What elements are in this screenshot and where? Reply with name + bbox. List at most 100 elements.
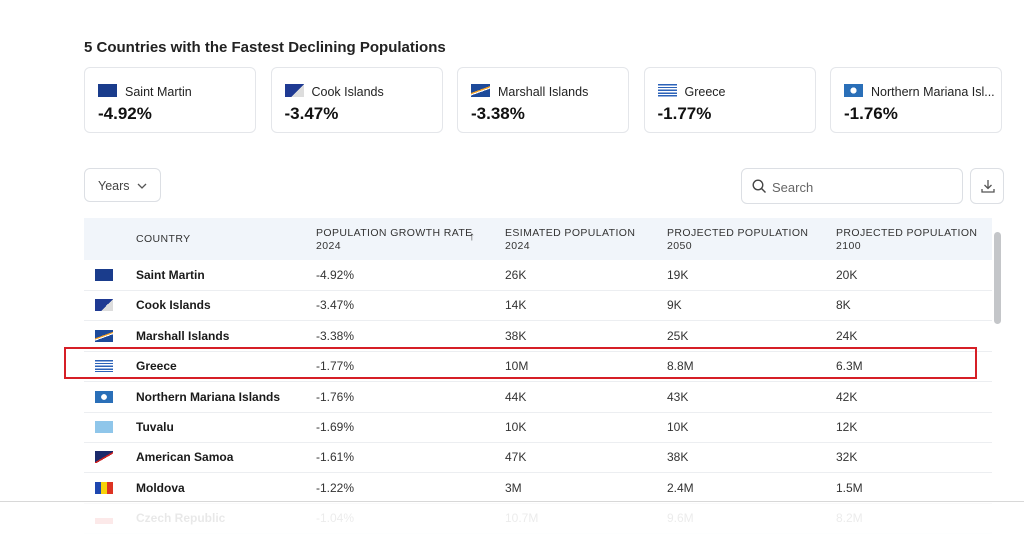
- row-flag: [95, 360, 113, 373]
- cell: -1.77%: [316, 359, 355, 374]
- cell: 24K: [836, 328, 858, 343]
- cell: 42K: [836, 389, 858, 404]
- table-header: COUNTRY POPULATION GROWTH RATE 2024 ESIMATE…: [84, 218, 992, 260]
- cell: 20K: [836, 268, 858, 282]
- country-name: Moldova: [136, 480, 185, 495]
- cell: 1.5M: [836, 480, 863, 495]
- country-name: Saint Martin: [136, 268, 205, 282]
- column-header: POPULATION GROWTH RATE 2024: [316, 227, 473, 253]
- cell: 12K: [836, 420, 858, 434]
- scrollbar-thumb[interactable]: [994, 232, 1001, 324]
- table-row[interactable]: Greece -1.77% 10M 8.8M 6.3M: [84, 351, 992, 383]
- card-flag: [844, 84, 863, 97]
- search-box[interactable]: Search: [741, 168, 963, 204]
- card-value: -4.92%: [98, 104, 152, 123]
- cell: 38K: [667, 450, 689, 465]
- table-row[interactable]: American Samoa -1.61% 47K 38K 32K: [84, 442, 992, 474]
- cell: 10K: [505, 420, 527, 434]
- card-flag: [471, 84, 490, 97]
- table-row[interactable]: Northern Mariana Islands -1.76% 44K 43K 42K: [84, 382, 992, 413]
- column-header: ESIMATED POPULATION 2024: [505, 227, 635, 253]
- card-country: Greece: [684, 85, 726, 99]
- header-line: 2024: [505, 240, 530, 252]
- header-line: PROJECTED POPULATION: [667, 227, 809, 239]
- card-value: -3.38%: [471, 104, 525, 123]
- cell: 2.4M: [667, 480, 694, 495]
- card-value: -3.47%: [284, 104, 339, 123]
- card-flag: [284, 84, 304, 97]
- country-name: American Samoa: [136, 450, 234, 465]
- row-flag: [95, 299, 113, 312]
- cell: -1.76%: [316, 389, 355, 404]
- cell: -1.69%: [316, 420, 355, 434]
- cell: 43K: [667, 389, 689, 404]
- cell: 8.8M: [667, 359, 694, 374]
- filter-label: Years: [98, 179, 130, 193]
- header-line: 2024: [316, 240, 341, 252]
- stat-card: Cook Islands -3.47%: [270, 67, 443, 133]
- cell: -4.92%: [316, 268, 355, 282]
- stat-card: Northern Mariana Isl... -1.76%: [830, 67, 1002, 133]
- row-flag: [95, 329, 113, 342]
- cell: -3.47%: [316, 298, 355, 313]
- chevron-icon: [137, 183, 147, 189]
- search-placeholder: Search: [772, 180, 814, 195]
- bottom-overlay: [0, 501, 1024, 542]
- header-line: POPULATION GROWTH RATE: [316, 227, 473, 239]
- card-country: Saint Martin: [125, 85, 192, 99]
- row-flag: [95, 269, 113, 281]
- header-line: ESIMATED POPULATION: [505, 227, 636, 239]
- row-flag: [95, 390, 113, 403]
- column-header: PROJECTED POPULATION 2050: [667, 227, 808, 253]
- cell: 38K: [505, 328, 527, 343]
- stat-card: Saint Martin -4.92%: [84, 67, 256, 133]
- cell: -1.22%: [316, 480, 355, 495]
- cell: -3.38%: [316, 328, 355, 343]
- cell: 9K: [667, 298, 682, 313]
- stat-card: Greece -1.77%: [643, 67, 816, 133]
- country-name: Greece: [136, 359, 177, 374]
- table-row[interactable]: Marshall Islands -3.38% 38K 25K 24K: [84, 321, 992, 352]
- table-row[interactable]: Moldova -1.22% 3M 2.4M 1.5M: [84, 473, 992, 504]
- highlight-box: [64, 347, 977, 379]
- header-line: 2050: [667, 240, 692, 252]
- filter-dropdown[interactable]: Years: [84, 168, 161, 202]
- row-flag: [95, 481, 113, 494]
- card-flag: [98, 84, 117, 97]
- download-button[interactable]: [970, 168, 1004, 204]
- column-header: COUNTRY: [136, 233, 191, 246]
- country-name: Northern Mariana Islands: [136, 389, 281, 404]
- cell: 10M: [505, 359, 529, 374]
- cell: 25K: [667, 328, 689, 343]
- country-name: Marshall Islands: [136, 328, 230, 343]
- column-header: PROJECTED POPULATION 2100: [836, 227, 977, 253]
- country-name: Cook Islands: [136, 298, 211, 313]
- card-flag: [657, 84, 677, 97]
- cell: 47K: [505, 450, 527, 465]
- table-row[interactable]: Tuvalu -1.69% 10K 10K 12K: [84, 412, 992, 443]
- section-title: 5 Countries with the Fastest Declining P…: [84, 39, 446, 56]
- cell: 14K: [505, 298, 527, 313]
- cell: 26K: [505, 268, 527, 282]
- card-country: Cook Islands: [311, 85, 384, 99]
- cell: 32K: [836, 450, 858, 465]
- table-row[interactable]: Saint Martin -4.92% 26K 19K 20K: [84, 260, 992, 291]
- cell: 6.3M: [836, 359, 863, 374]
- card-country: Northern Mariana Isl...: [871, 85, 995, 99]
- card-value: -1.77%: [657, 104, 712, 123]
- sort-icon: ↑: [469, 229, 476, 243]
- row-flag: [95, 451, 113, 464]
- card-country: Marshall Islands: [498, 85, 589, 99]
- header-line: 2100: [836, 240, 861, 252]
- table-row[interactable]: Cook Islands -3.47% 14K 9K 8K: [84, 290, 992, 322]
- country-name: Tuvalu: [136, 420, 174, 434]
- cell: 3M: [505, 480, 522, 495]
- stat-card: Marshall Islands -3.38%: [457, 67, 629, 133]
- row-flag: [95, 421, 113, 433]
- download-icon: [981, 180, 995, 193]
- cell: 10K: [667, 420, 689, 434]
- cell: -1.61%: [316, 450, 355, 465]
- cell: 8K: [836, 298, 851, 313]
- card-value: -1.76%: [844, 104, 898, 123]
